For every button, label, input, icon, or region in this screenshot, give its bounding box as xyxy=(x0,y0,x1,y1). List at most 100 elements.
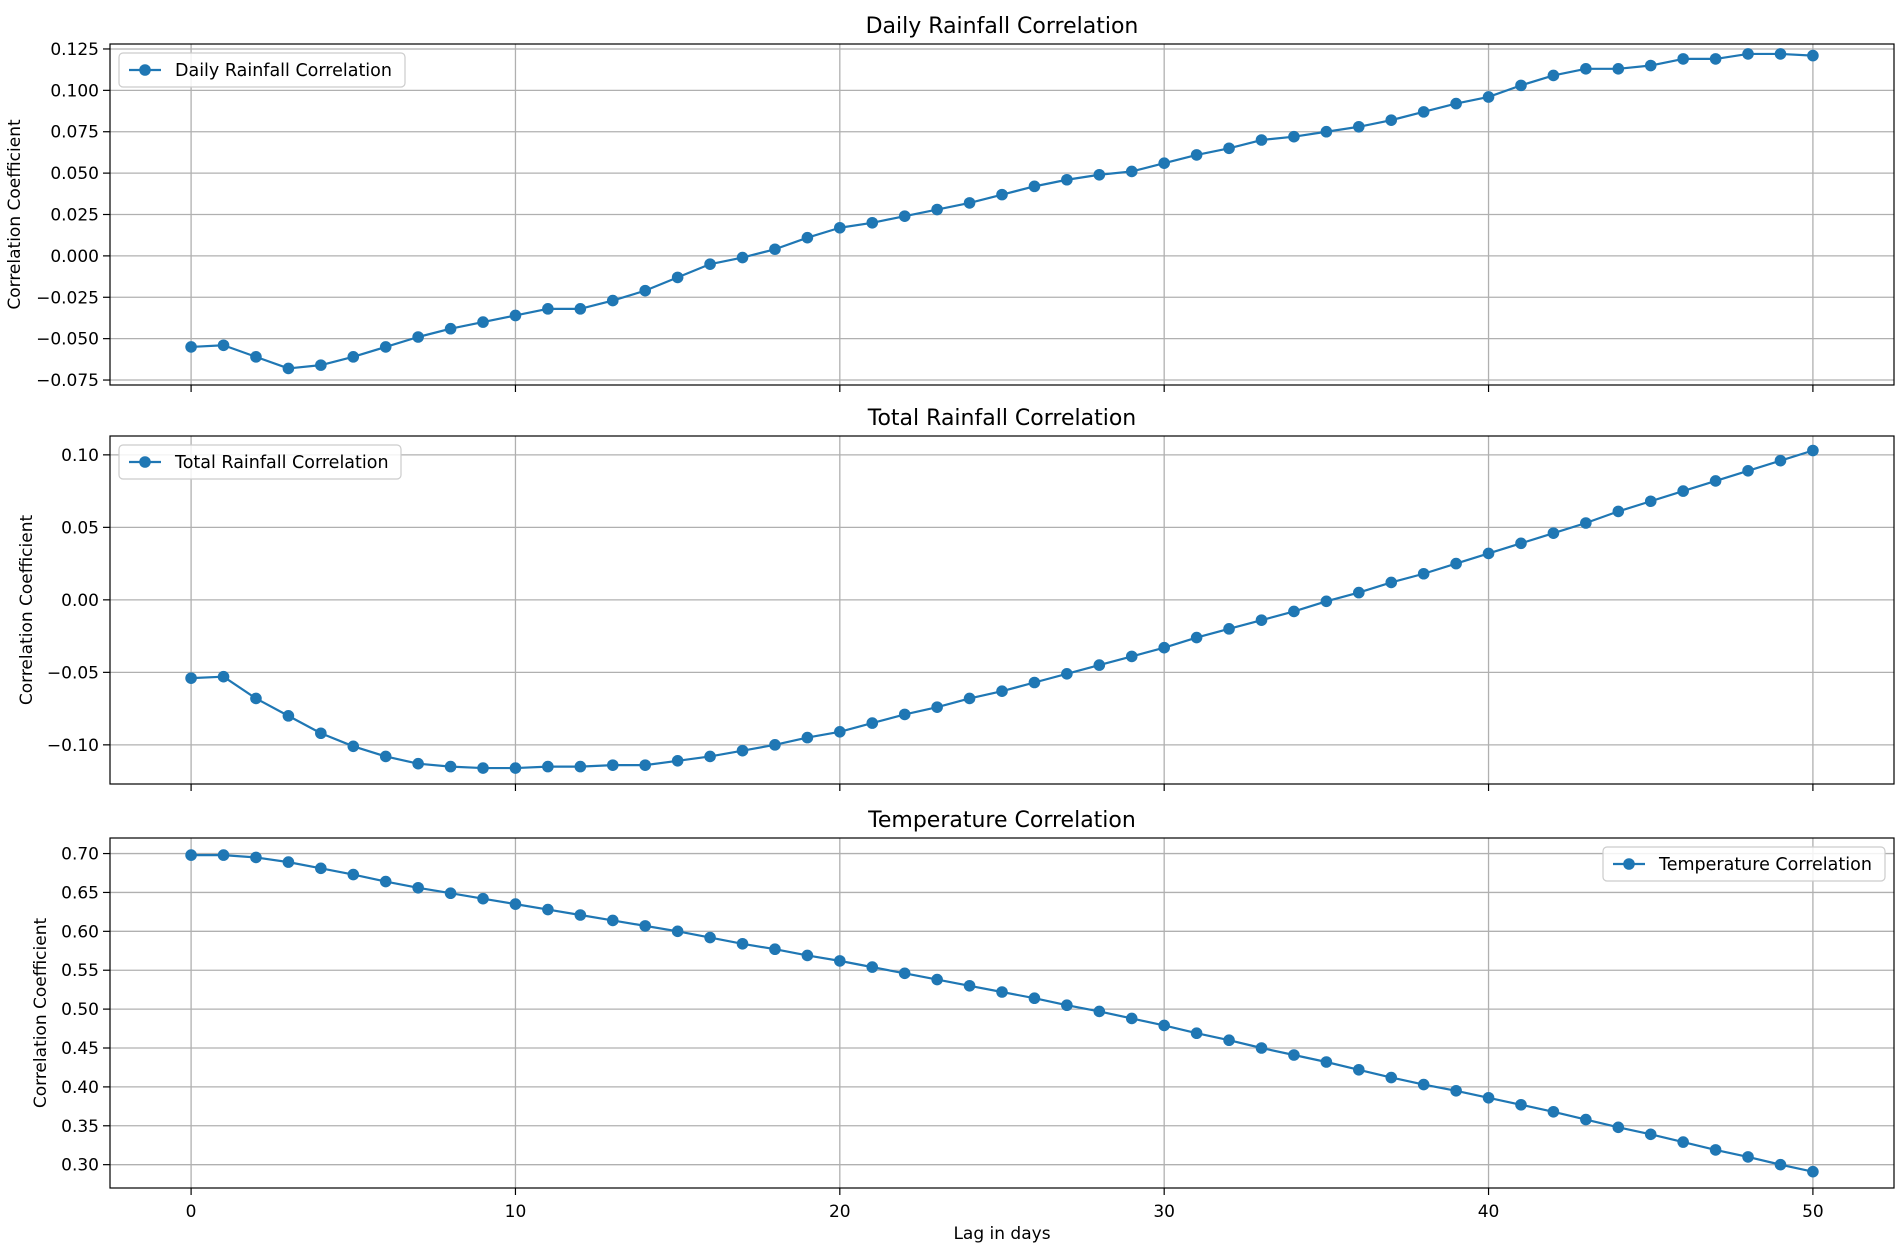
data-point xyxy=(963,197,976,209)
data-point xyxy=(1774,454,1787,467)
data-point xyxy=(898,708,911,721)
data-point xyxy=(898,967,911,980)
data-point xyxy=(444,322,457,335)
data-point xyxy=(1450,97,1462,110)
data-point xyxy=(1547,69,1560,82)
y-axis-label: Correlation Coefficient xyxy=(17,515,37,706)
data-point xyxy=(1255,134,1268,146)
y-tick-label: −0.10 xyxy=(47,736,99,756)
data-point xyxy=(1580,63,1592,75)
data-point xyxy=(574,303,587,315)
y-tick-label: 0.100 xyxy=(50,81,99,101)
data-point xyxy=(1482,1091,1495,1104)
data-point xyxy=(1125,165,1138,178)
data-point xyxy=(477,892,489,905)
x-tick-label: 10 xyxy=(505,1202,527,1222)
data-point xyxy=(1028,992,1041,1005)
data-point xyxy=(379,875,392,888)
data-point xyxy=(315,359,327,371)
data-point xyxy=(1190,1027,1203,1040)
data-point xyxy=(347,351,360,363)
y-tick-label: 0.70 xyxy=(61,845,99,865)
data-point xyxy=(217,339,230,352)
data-point xyxy=(1644,59,1657,72)
legend-box xyxy=(118,52,406,88)
chart-title: Total Rainfall Correlation xyxy=(867,406,1136,431)
data-point xyxy=(477,316,489,328)
x-tick-label: 30 xyxy=(1153,1202,1175,1222)
chart-panel-2: −0.10 −0.05 0.00 0.05 0.10 Total Rainfall Cor… xyxy=(17,406,1895,791)
data-point xyxy=(1677,1136,1689,1148)
data-point xyxy=(736,251,749,264)
data-point xyxy=(282,856,295,868)
data-point xyxy=(1028,676,1041,689)
data-point xyxy=(379,341,392,353)
data-point xyxy=(1190,631,1203,644)
data-point xyxy=(1061,999,1073,1012)
data-point xyxy=(1417,106,1430,118)
data-point xyxy=(1677,53,1689,65)
data-point xyxy=(1093,1005,1106,1018)
y-tick-label: −0.050 xyxy=(36,330,99,350)
data-point xyxy=(639,920,651,932)
data-point xyxy=(1807,444,1819,457)
data-point xyxy=(1482,547,1495,560)
data-point xyxy=(1709,1144,1722,1156)
data-point xyxy=(1677,485,1689,497)
data-point xyxy=(509,309,522,322)
data-point xyxy=(1125,1012,1138,1025)
data-point xyxy=(1482,91,1495,103)
data-point xyxy=(1580,517,1592,529)
data-point xyxy=(1353,586,1365,599)
data-point xyxy=(801,731,814,744)
y-tick-label: 0.075 xyxy=(50,123,99,143)
y-tick-label: 0.50 xyxy=(61,1000,99,1020)
data-point xyxy=(542,760,554,773)
data-point xyxy=(379,750,392,763)
data-point xyxy=(412,331,424,343)
data-point xyxy=(1742,465,1754,477)
data-point xyxy=(996,188,1008,201)
y-tick-label: 0.35 xyxy=(61,1117,99,1137)
y-tick-label: 0.050 xyxy=(50,164,99,184)
chart-panel-1: −0.075 −0.050 −0.025 0.000 0.025 0.050 0.075 0.… xyxy=(5,14,1895,392)
data-point xyxy=(347,740,360,753)
data-point xyxy=(866,717,879,729)
data-point xyxy=(1353,1063,1365,1076)
data-point xyxy=(1742,48,1754,60)
y-tick-label: 0.10 xyxy=(61,446,99,466)
data-point xyxy=(671,925,684,938)
data-point xyxy=(1515,537,1527,550)
legend-label: Daily Rainfall Correlation xyxy=(175,61,392,81)
data-point xyxy=(250,692,262,705)
data-point xyxy=(1223,623,1235,635)
data-point xyxy=(444,760,457,773)
data-point xyxy=(736,937,749,950)
chart-title: Daily Rainfall Correlation xyxy=(866,14,1139,39)
data-point xyxy=(1612,1121,1625,1134)
data-point xyxy=(1807,1165,1819,1178)
y-tick-label: 0.05 xyxy=(61,518,99,538)
legend-label: Total Rainfall Correlation xyxy=(174,453,389,473)
data-point xyxy=(542,903,554,916)
legend: Daily Rainfall Correlation xyxy=(118,52,406,88)
data-point xyxy=(1158,157,1170,169)
chart-panel-3: 0.30 0.35 0.40 0.45 0.50 0.55 0.60 0.65 0.70 0 10 2… xyxy=(31,808,1895,1244)
data-point xyxy=(1417,567,1430,580)
data-point xyxy=(1158,1019,1170,1032)
data-point xyxy=(574,909,587,921)
data-point xyxy=(1158,641,1170,654)
data-point xyxy=(963,692,976,705)
data-point xyxy=(1709,475,1722,487)
data-point xyxy=(217,849,230,861)
data-point xyxy=(866,216,879,229)
data-point xyxy=(671,755,684,767)
data-point xyxy=(931,701,943,713)
y-tick-label: 0.55 xyxy=(61,961,99,981)
data-point xyxy=(1288,605,1300,618)
data-point xyxy=(898,210,911,222)
legend-box xyxy=(1602,846,1886,882)
legend-marker xyxy=(1623,858,1635,870)
data-point xyxy=(1450,557,1462,570)
